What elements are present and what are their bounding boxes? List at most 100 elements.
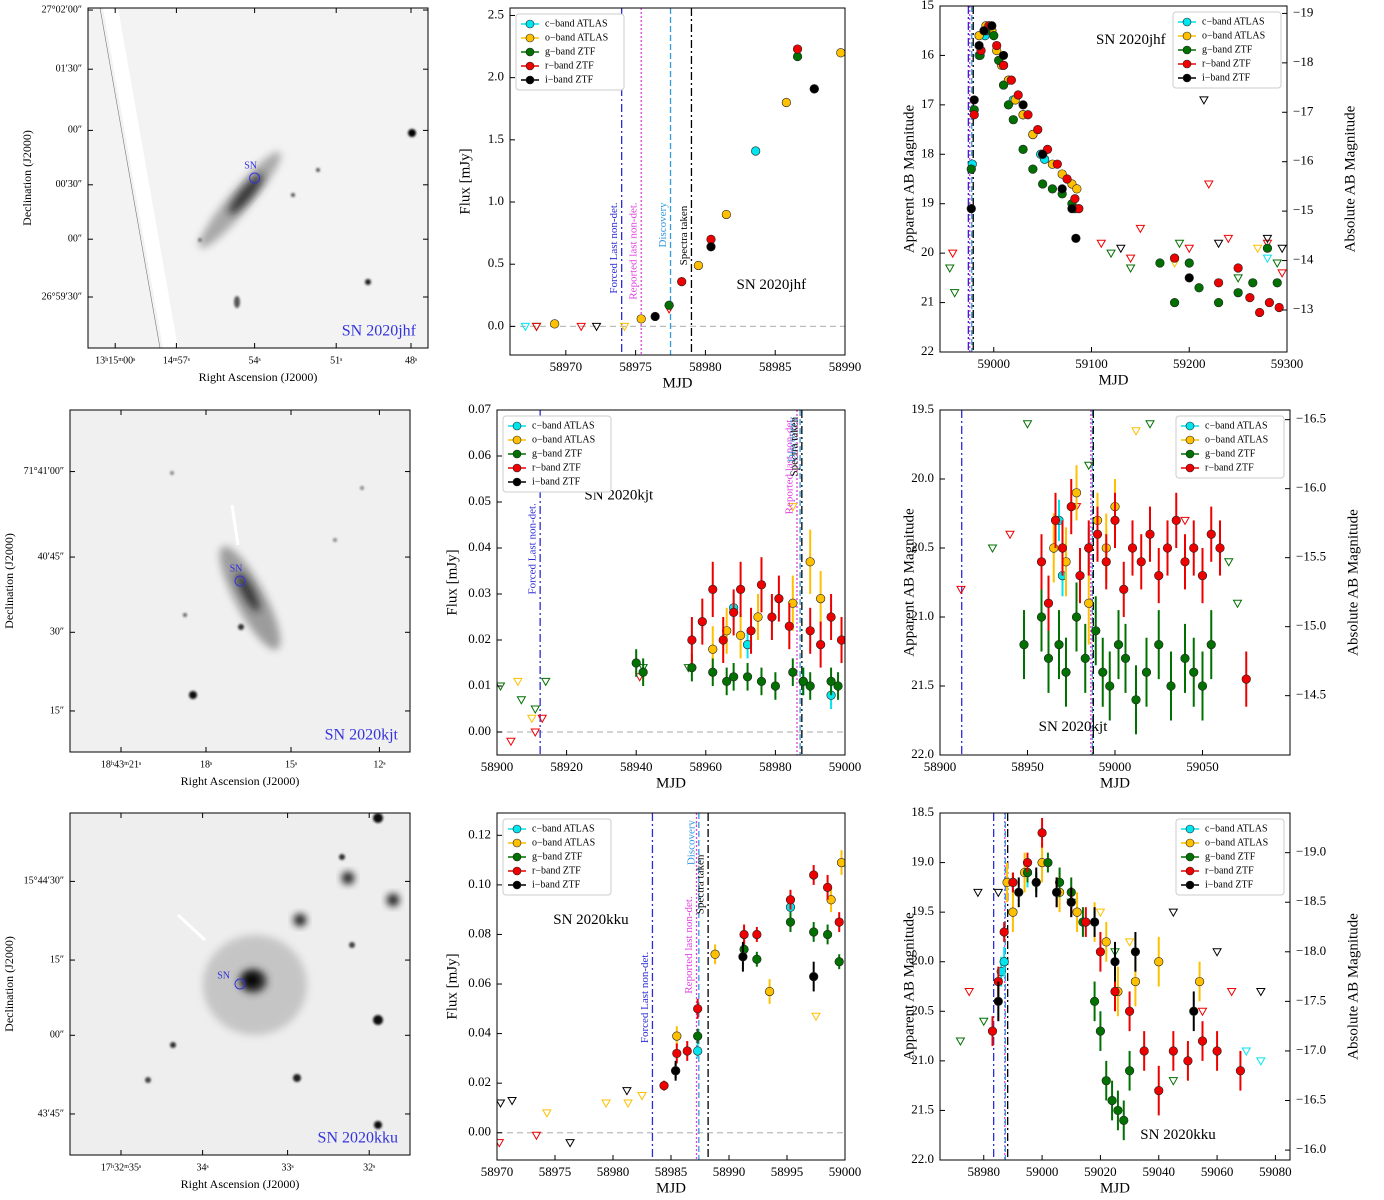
upper-limit bbox=[531, 1131, 542, 1141]
y-tick-label: 20.5 bbox=[911, 539, 934, 554]
y-tick-label: 19.0 bbox=[911, 854, 934, 869]
data-point bbox=[1113, 1105, 1123, 1116]
y-tick-label: 0.06 bbox=[468, 975, 491, 990]
data-point bbox=[693, 260, 704, 271]
upper-limit bbox=[565, 1139, 575, 1148]
data-point bbox=[1233, 288, 1243, 298]
x-tick-label: 59000 bbox=[829, 759, 862, 774]
data-point bbox=[752, 929, 762, 940]
data-point bbox=[1052, 159, 1062, 169]
legend-marker bbox=[1185, 824, 1195, 834]
upper-limit bbox=[1252, 244, 1263, 254]
data-point bbox=[1141, 667, 1152, 677]
event-label: Reported last non-det. bbox=[784, 417, 796, 515]
source bbox=[183, 613, 187, 617]
data-point bbox=[631, 658, 641, 668]
data-point bbox=[742, 672, 753, 682]
legend-marker bbox=[525, 19, 535, 29]
data-point bbox=[1197, 681, 1208, 691]
y2-tick-label: −14 bbox=[1293, 252, 1314, 267]
upper-limit bbox=[1095, 908, 1106, 918]
x-tick-label: 58985 bbox=[655, 1164, 688, 1179]
image-streak bbox=[176, 913, 207, 942]
x-tick-label: 59300 bbox=[1271, 356, 1304, 371]
data-point bbox=[1264, 297, 1275, 308]
plot-frame bbox=[939, 812, 1291, 1161]
upper-limit bbox=[601, 1099, 611, 1108]
data-point bbox=[1119, 1115, 1129, 1125]
data-point bbox=[1206, 639, 1216, 650]
upper-limit bbox=[1022, 420, 1033, 429]
plot-content bbox=[510, 8, 845, 355]
y-tick-label: 16 bbox=[921, 46, 935, 61]
legend-marker bbox=[512, 866, 522, 876]
source bbox=[349, 942, 355, 948]
legend-label: c−band ATLAS bbox=[545, 18, 608, 29]
data-point bbox=[1197, 1036, 1208, 1046]
source bbox=[365, 279, 371, 285]
legend-marker bbox=[512, 449, 522, 459]
y-axis-label: Declination (J2000) bbox=[2, 936, 16, 1032]
y2-tick-label: −18.0 bbox=[1296, 943, 1326, 958]
upper-limit bbox=[520, 322, 531, 332]
data-point bbox=[753, 612, 763, 622]
y2-axis-label: Absolute AB Magnitude bbox=[1345, 913, 1361, 1060]
data-point bbox=[1180, 557, 1190, 567]
data-point bbox=[1189, 543, 1199, 553]
legend-label: g−band ZTF bbox=[1202, 44, 1253, 55]
legend-label: r−band ZTF bbox=[1205, 462, 1254, 473]
legend-label: o−band ATLAS bbox=[532, 434, 595, 445]
x-tick-label: 17ʰ32ᵐ35ˢ bbox=[101, 1162, 141, 1173]
data-point bbox=[1184, 273, 1194, 283]
y-tick-label: 30″ bbox=[50, 627, 64, 638]
y-tick-label: 0.5 bbox=[488, 255, 504, 270]
sky-image bbox=[70, 410, 410, 752]
y-tick-label: 20.0 bbox=[911, 953, 934, 968]
legend-marker bbox=[512, 838, 522, 848]
y2-tick-label: −19 bbox=[1293, 4, 1313, 19]
upper-limit bbox=[1096, 239, 1107, 249]
upper-limit bbox=[1083, 461, 1094, 471]
legend-marker bbox=[1185, 838, 1195, 848]
data-point bbox=[738, 952, 748, 962]
data-point bbox=[826, 676, 836, 687]
y2-tick-label: −17.0 bbox=[1296, 1042, 1326, 1057]
upper-limit bbox=[1212, 948, 1222, 957]
legend-label: c−band ATLAS bbox=[1205, 823, 1268, 834]
upper-limit bbox=[1125, 264, 1136, 273]
upper-limit bbox=[619, 322, 630, 332]
upper-limit bbox=[1168, 1077, 1179, 1086]
data-point bbox=[1075, 570, 1085, 581]
legend-marker bbox=[1185, 421, 1195, 431]
source bbox=[291, 193, 295, 197]
data-point bbox=[1033, 124, 1043, 135]
legend-marker bbox=[1182, 59, 1192, 69]
x-tick-label: 58920 bbox=[550, 759, 583, 774]
x-tick-label: 59050 bbox=[1186, 759, 1219, 774]
image-label: SN 2020kku bbox=[318, 1130, 398, 1147]
y-tick-label: 15°44′30″ bbox=[24, 876, 64, 887]
legend-marker bbox=[525, 47, 535, 57]
x-tick-label: 12ˢ bbox=[373, 759, 385, 770]
data-point bbox=[1169, 297, 1180, 308]
data-point bbox=[974, 40, 984, 51]
legend-marker bbox=[1182, 31, 1192, 41]
data-point bbox=[756, 676, 767, 687]
legend-label: c−band ATLAS bbox=[532, 823, 595, 834]
x-tick-label: 54ˢ bbox=[249, 355, 261, 366]
y-axis-label: Apparent AB Magnitude bbox=[901, 508, 917, 657]
y-axis-label: Apparent AB Magnitude bbox=[901, 912, 917, 1061]
data-point bbox=[721, 209, 731, 220]
x-axis-label: MJD bbox=[662, 375, 692, 391]
data-point bbox=[836, 635, 845, 645]
legend-marker bbox=[1185, 852, 1195, 862]
upper-limit bbox=[1174, 239, 1185, 249]
data-point bbox=[1057, 543, 1068, 553]
data-point bbox=[836, 857, 845, 868]
legend-marker bbox=[1182, 73, 1192, 83]
data-point bbox=[1050, 515, 1061, 526]
data-point bbox=[1043, 653, 1054, 664]
data-point bbox=[1101, 557, 1111, 567]
data-point bbox=[1089, 917, 1100, 927]
upper-limit bbox=[787, 503, 798, 512]
